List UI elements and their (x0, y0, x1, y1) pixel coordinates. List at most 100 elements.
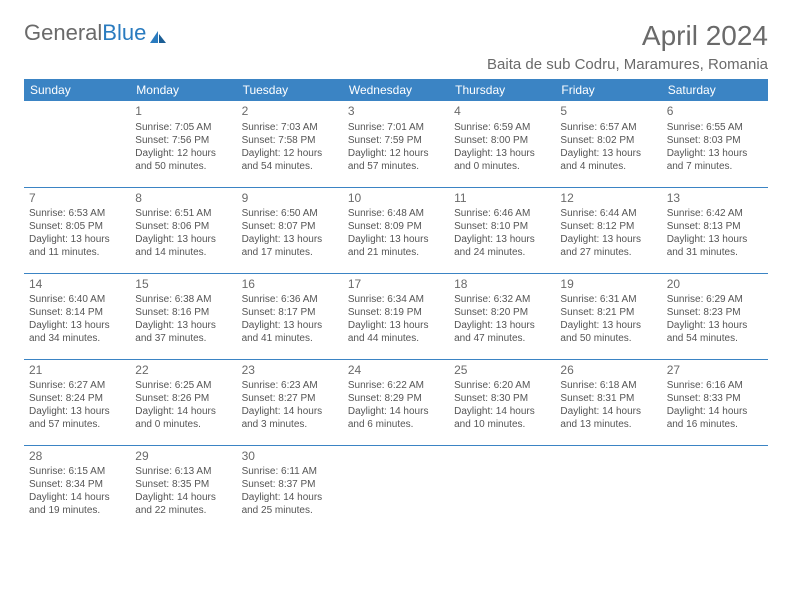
sunrise-text: Sunrise: 6:50 AM (242, 207, 338, 220)
calendar-day-cell (449, 445, 555, 531)
day-number: 19 (560, 277, 656, 293)
calendar-day-cell (555, 445, 661, 531)
sunset-text: Sunset: 8:09 PM (348, 220, 444, 233)
calendar-day-cell: 5Sunrise: 6:57 AMSunset: 8:02 PMDaylight… (555, 101, 661, 187)
calendar-week-row: 21Sunrise: 6:27 AMSunset: 8:24 PMDayligh… (24, 359, 768, 445)
daylight-text: Daylight: 14 hours and 16 minutes. (667, 405, 763, 431)
daylight-text: Daylight: 12 hours and 54 minutes. (242, 147, 338, 173)
sunrise-text: Sunrise: 6:23 AM (242, 379, 338, 392)
sunset-text: Sunset: 8:35 PM (135, 478, 231, 491)
sunrise-text: Sunrise: 6:34 AM (348, 293, 444, 306)
daylight-text: Daylight: 14 hours and 13 minutes. (560, 405, 656, 431)
header-row: GeneralBlue April 2024 (24, 20, 768, 52)
calendar-day-cell: 20Sunrise: 6:29 AMSunset: 8:23 PMDayligh… (662, 273, 768, 359)
sunset-text: Sunset: 8:27 PM (242, 392, 338, 405)
day-number: 18 (454, 277, 550, 293)
sunset-text: Sunset: 8:20 PM (454, 306, 550, 319)
day-number: 23 (242, 363, 338, 379)
day-number: 5 (560, 104, 656, 120)
day-number: 17 (348, 277, 444, 293)
day-number: 26 (560, 363, 656, 379)
day-number: 25 (454, 363, 550, 379)
weekday-header: Wednesday (343, 79, 449, 101)
sunrise-text: Sunrise: 6:25 AM (135, 379, 231, 392)
sunrise-text: Sunrise: 7:05 AM (135, 121, 231, 134)
weekday-header: Sunday (24, 79, 130, 101)
calendar-day-cell: 29Sunrise: 6:13 AMSunset: 8:35 PMDayligh… (130, 445, 236, 531)
daylight-text: Daylight: 14 hours and 10 minutes. (454, 405, 550, 431)
calendar-day-cell: 1Sunrise: 7:05 AMSunset: 7:56 PMDaylight… (130, 101, 236, 187)
calendar-day-cell: 7Sunrise: 6:53 AMSunset: 8:05 PMDaylight… (24, 187, 130, 273)
sunset-text: Sunset: 8:03 PM (667, 134, 763, 147)
calendar-day-cell: 27Sunrise: 6:16 AMSunset: 8:33 PMDayligh… (662, 359, 768, 445)
sunset-text: Sunset: 8:34 PM (29, 478, 125, 491)
sunrise-text: Sunrise: 6:42 AM (667, 207, 763, 220)
daylight-text: Daylight: 12 hours and 50 minutes. (135, 147, 231, 173)
day-number: 12 (560, 191, 656, 207)
sunrise-text: Sunrise: 7:03 AM (242, 121, 338, 134)
calendar-day-cell (24, 101, 130, 187)
day-number: 9 (242, 191, 338, 207)
calendar-week-row: 28Sunrise: 6:15 AMSunset: 8:34 PMDayligh… (24, 445, 768, 531)
day-number: 8 (135, 191, 231, 207)
calendar-day-cell: 21Sunrise: 6:27 AMSunset: 8:24 PMDayligh… (24, 359, 130, 445)
sunset-text: Sunset: 8:30 PM (454, 392, 550, 405)
calendar-day-cell: 2Sunrise: 7:03 AMSunset: 7:58 PMDaylight… (237, 101, 343, 187)
daylight-text: Daylight: 13 hours and 27 minutes. (560, 233, 656, 259)
sunset-text: Sunset: 8:02 PM (560, 134, 656, 147)
day-number: 2 (242, 104, 338, 120)
calendar-day-cell: 15Sunrise: 6:38 AMSunset: 8:16 PMDayligh… (130, 273, 236, 359)
sunset-text: Sunset: 8:13 PM (667, 220, 763, 233)
daylight-text: Daylight: 13 hours and 24 minutes. (454, 233, 550, 259)
sunset-text: Sunset: 8:29 PM (348, 392, 444, 405)
day-number: 16 (242, 277, 338, 293)
daylight-text: Daylight: 13 hours and 31 minutes. (667, 233, 763, 259)
calendar-week-row: 7Sunrise: 6:53 AMSunset: 8:05 PMDaylight… (24, 187, 768, 273)
calendar-day-cell: 24Sunrise: 6:22 AMSunset: 8:29 PMDayligh… (343, 359, 449, 445)
sunrise-text: Sunrise: 6:51 AM (135, 207, 231, 220)
sunrise-text: Sunrise: 6:48 AM (348, 207, 444, 220)
sunset-text: Sunset: 8:21 PM (560, 306, 656, 319)
day-number: 6 (667, 104, 763, 120)
day-number: 24 (348, 363, 444, 379)
sunrise-text: Sunrise: 6:44 AM (560, 207, 656, 220)
calendar-day-cell: 28Sunrise: 6:15 AMSunset: 8:34 PMDayligh… (24, 445, 130, 531)
sunset-text: Sunset: 8:07 PM (242, 220, 338, 233)
calendar-day-cell: 16Sunrise: 6:36 AMSunset: 8:17 PMDayligh… (237, 273, 343, 359)
calendar-table: SundayMondayTuesdayWednesdayThursdayFrid… (24, 79, 768, 531)
sunset-text: Sunset: 8:00 PM (454, 134, 550, 147)
sunrise-text: Sunrise: 6:20 AM (454, 379, 550, 392)
weekday-header: Tuesday (237, 79, 343, 101)
sunrise-text: Sunrise: 6:18 AM (560, 379, 656, 392)
calendar-day-cell: 10Sunrise: 6:48 AMSunset: 8:09 PMDayligh… (343, 187, 449, 273)
daylight-text: Daylight: 13 hours and 17 minutes. (242, 233, 338, 259)
day-number: 29 (135, 449, 231, 465)
calendar-day-cell: 17Sunrise: 6:34 AMSunset: 8:19 PMDayligh… (343, 273, 449, 359)
weekday-header: Monday (130, 79, 236, 101)
sunrise-text: Sunrise: 6:36 AM (242, 293, 338, 306)
daylight-text: Daylight: 13 hours and 54 minutes. (667, 319, 763, 345)
calendar-day-cell (343, 445, 449, 531)
calendar-day-cell: 18Sunrise: 6:32 AMSunset: 8:20 PMDayligh… (449, 273, 555, 359)
calendar-day-cell: 8Sunrise: 6:51 AMSunset: 8:06 PMDaylight… (130, 187, 236, 273)
calendar-day-cell: 3Sunrise: 7:01 AMSunset: 7:59 PMDaylight… (343, 101, 449, 187)
sunrise-text: Sunrise: 7:01 AM (348, 121, 444, 134)
day-number: 4 (454, 104, 550, 120)
daylight-text: Daylight: 14 hours and 0 minutes. (135, 405, 231, 431)
day-number: 11 (454, 191, 550, 207)
day-number: 27 (667, 363, 763, 379)
sunrise-text: Sunrise: 6:55 AM (667, 121, 763, 134)
month-title: April 2024 (642, 20, 768, 52)
sunrise-text: Sunrise: 6:11 AM (242, 465, 338, 478)
calendar-day-cell: 11Sunrise: 6:46 AMSunset: 8:10 PMDayligh… (449, 187, 555, 273)
sunrise-text: Sunrise: 6:22 AM (348, 379, 444, 392)
day-number: 21 (29, 363, 125, 379)
sunrise-text: Sunrise: 6:53 AM (29, 207, 125, 220)
day-number: 1 (135, 104, 231, 120)
sunset-text: Sunset: 8:12 PM (560, 220, 656, 233)
calendar-day-cell: 26Sunrise: 6:18 AMSunset: 8:31 PMDayligh… (555, 359, 661, 445)
sunset-text: Sunset: 7:59 PM (348, 134, 444, 147)
sunset-text: Sunset: 8:31 PM (560, 392, 656, 405)
calendar-week-row: 1Sunrise: 7:05 AMSunset: 7:56 PMDaylight… (24, 101, 768, 187)
calendar-page: GeneralBlue April 2024 Baita de sub Codr… (0, 0, 792, 551)
